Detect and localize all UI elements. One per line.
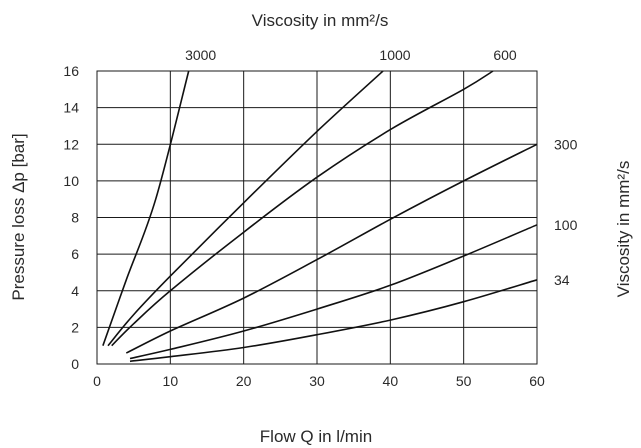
curve-viscosity-600 bbox=[111, 70, 494, 347]
x-axis-title: Flow Q in l/min bbox=[260, 427, 372, 446]
curve-label-300: 300 bbox=[554, 136, 578, 152]
x-tick-label: 50 bbox=[456, 373, 472, 389]
curve-label-600: 600 bbox=[493, 47, 517, 63]
y-tick-label: 2 bbox=[71, 319, 79, 335]
x-tick-label: 10 bbox=[163, 373, 179, 389]
x-tick-label: 60 bbox=[529, 373, 545, 389]
plot-frame bbox=[96, 70, 538, 365]
y-tick-label: 14 bbox=[63, 100, 79, 116]
curves bbox=[102, 70, 538, 363]
curve-label-3000: 3000 bbox=[185, 47, 216, 63]
y-tick-label: 12 bbox=[63, 136, 79, 152]
x-tick-label: 40 bbox=[383, 373, 399, 389]
curve-viscosity-100 bbox=[129, 224, 538, 360]
tick-labels: 0 10 20 30 40 50 60 0 2 4 6 8 10 12 14 16 bbox=[63, 63, 545, 389]
top-axis-title: Viscosity in mm²/s bbox=[252, 11, 389, 30]
curve-label-34: 34 bbox=[554, 272, 570, 288]
x-tick-label: 30 bbox=[309, 373, 325, 389]
y-tick-label: 8 bbox=[71, 210, 79, 226]
curve-viscosity-300 bbox=[125, 143, 538, 354]
y-tick-label: 10 bbox=[63, 173, 79, 189]
x-tick-label: 0 bbox=[93, 373, 101, 389]
y-tick-label: 6 bbox=[71, 246, 79, 262]
curve-label-100: 100 bbox=[554, 217, 578, 233]
curve-viscosity-3000 bbox=[102, 70, 190, 346]
curve-label-1000: 1000 bbox=[379, 47, 410, 63]
y-axis-title: Pressure loss Δp [bar] bbox=[9, 133, 28, 300]
curve-labels: 3000 1000 600 300 100 34 bbox=[185, 47, 577, 288]
y-tick-label: 16 bbox=[63, 63, 79, 79]
right-axis-title: Viscosity in mm²/s bbox=[614, 161, 633, 298]
y-tick-label: 0 bbox=[71, 356, 79, 372]
curve-viscosity-34 bbox=[129, 279, 538, 363]
curve-viscosity-1000 bbox=[107, 70, 384, 347]
grid bbox=[97, 71, 537, 364]
x-tick-label: 20 bbox=[236, 373, 252, 389]
y-tick-label: 4 bbox=[71, 283, 79, 299]
